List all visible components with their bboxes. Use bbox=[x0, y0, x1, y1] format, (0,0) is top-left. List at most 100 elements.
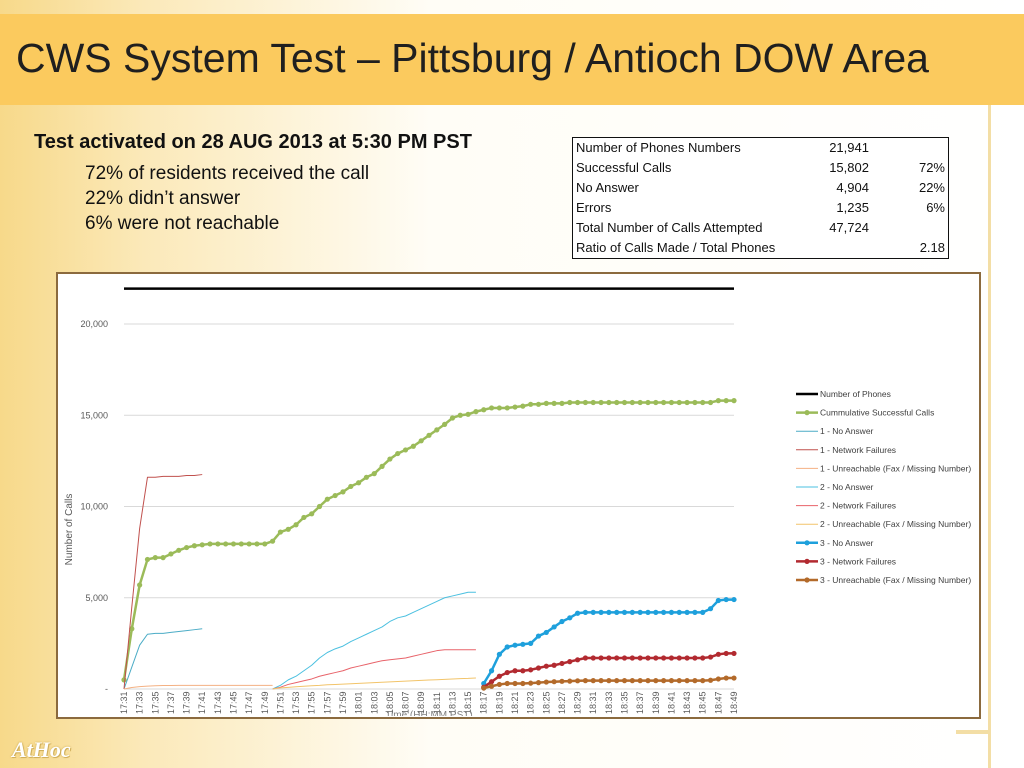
x-tick-label: 18:19 bbox=[494, 691, 504, 714]
data-point bbox=[621, 609, 628, 615]
data-point bbox=[426, 432, 432, 438]
stats-row: Total Number of Calls Attempted 47,724 bbox=[573, 218, 949, 238]
data-point bbox=[402, 447, 409, 453]
data-point bbox=[676, 655, 682, 661]
data-point bbox=[504, 669, 510, 676]
legend-marker bbox=[804, 577, 810, 583]
data-point bbox=[535, 633, 542, 639]
legend-marker bbox=[804, 540, 810, 546]
data-point bbox=[520, 680, 526, 687]
data-point bbox=[590, 399, 596, 406]
test-headline: Test activated on 28 AUG 2013 at 5:30 PM… bbox=[34, 131, 472, 153]
stats-row: No Answer 4,904 22% bbox=[573, 178, 949, 198]
data-point bbox=[637, 678, 643, 684]
data-point bbox=[324, 496, 330, 502]
data-point bbox=[254, 541, 260, 547]
x-tick-label: 18:05 bbox=[385, 691, 395, 714]
x-tick-label: 18:17 bbox=[479, 691, 489, 714]
data-point bbox=[496, 651, 502, 657]
data-point bbox=[395, 450, 401, 457]
bullet-received: 72% of residents received the call bbox=[85, 163, 370, 184]
x-tick-label: 18:35 bbox=[620, 691, 630, 714]
legend-label: Number of Phones bbox=[820, 389, 891, 399]
data-point bbox=[512, 668, 518, 674]
data-point bbox=[590, 609, 596, 615]
data-point bbox=[629, 399, 635, 406]
data-point bbox=[473, 409, 479, 415]
stats-pct: 22% bbox=[918, 180, 945, 195]
data-point bbox=[700, 678, 706, 684]
data-point bbox=[199, 542, 205, 548]
data-point bbox=[715, 597, 721, 604]
legend-label: 1 - No Answer bbox=[820, 426, 874, 436]
legend-label: Cummulative Successful Calls bbox=[820, 408, 934, 418]
data-point bbox=[653, 655, 659, 661]
data-point bbox=[598, 399, 604, 406]
data-point bbox=[731, 650, 737, 657]
data-point bbox=[684, 678, 690, 684]
x-tick-label: 18:37 bbox=[635, 691, 645, 714]
data-point bbox=[598, 655, 604, 661]
data-point bbox=[520, 668, 526, 674]
y-tick-label: 15,000 bbox=[80, 410, 108, 420]
data-point bbox=[340, 489, 346, 495]
data-point bbox=[262, 541, 268, 547]
data-point bbox=[223, 541, 229, 547]
data-point bbox=[684, 609, 690, 615]
data-point bbox=[520, 403, 526, 409]
data-point bbox=[700, 655, 706, 661]
bullet-unreachable: 6% were not reachable bbox=[85, 213, 280, 234]
stats-label: Successful Calls bbox=[576, 160, 672, 175]
data-point bbox=[629, 655, 635, 661]
data-point bbox=[457, 412, 463, 418]
y-tick-label: 20,000 bbox=[80, 319, 108, 329]
athoc-logo: AtHoc bbox=[12, 737, 71, 762]
data-point bbox=[637, 609, 643, 615]
data-point bbox=[309, 511, 315, 517]
data-point bbox=[676, 399, 682, 406]
x-tick-label: 17:59 bbox=[338, 691, 348, 714]
data-point bbox=[434, 427, 440, 433]
data-point bbox=[504, 644, 510, 650]
x-tick-label: 18:01 bbox=[354, 691, 364, 714]
series-line bbox=[272, 677, 476, 690]
legend-label: 1 - Unreachable (Fax / Missing Number) bbox=[820, 463, 971, 473]
data-point bbox=[551, 624, 557, 630]
x-tick-label: 18:49 bbox=[729, 691, 739, 714]
data-point bbox=[168, 551, 174, 557]
data-point bbox=[574, 678, 581, 684]
stats-value: 4,904 bbox=[836, 180, 869, 195]
decorative-rule bbox=[988, 105, 991, 768]
stats-value: 21,941 bbox=[829, 140, 869, 155]
stats-label: Number of Phones Numbers bbox=[576, 140, 741, 155]
x-tick-label: 17:49 bbox=[260, 691, 270, 714]
data-point bbox=[332, 492, 338, 499]
data-point bbox=[598, 678, 604, 684]
data-point bbox=[488, 683, 495, 689]
data-point bbox=[551, 400, 557, 406]
data-point bbox=[645, 399, 651, 406]
x-tick-label: 18:33 bbox=[604, 691, 614, 714]
stats-value: 47,724 bbox=[829, 220, 869, 235]
data-point bbox=[574, 399, 581, 406]
data-point bbox=[692, 655, 698, 661]
data-point bbox=[715, 676, 721, 682]
data-point bbox=[715, 398, 721, 404]
data-point bbox=[707, 654, 714, 660]
y-tick-label: 10,000 bbox=[80, 502, 108, 512]
data-point bbox=[348, 483, 354, 490]
data-point bbox=[700, 609, 706, 615]
data-point bbox=[551, 679, 557, 685]
stats-pct bbox=[872, 218, 949, 238]
x-tick-label: 18:47 bbox=[713, 691, 723, 714]
data-point bbox=[692, 678, 698, 684]
data-point bbox=[559, 660, 565, 667]
data-point bbox=[692, 609, 698, 615]
data-point bbox=[543, 663, 549, 669]
stats-row: Errors 1,235 6% bbox=[573, 198, 949, 218]
x-tick-label: 17:31 bbox=[119, 691, 129, 714]
chart-frame: - 5,000 10,000 15,000 20,000 Number of Calls 1… bbox=[56, 272, 981, 719]
x-tick-label: 17:51 bbox=[275, 691, 285, 714]
data-point bbox=[238, 541, 244, 547]
x-axis-label: Time (HH:MM PST) bbox=[385, 710, 472, 716]
